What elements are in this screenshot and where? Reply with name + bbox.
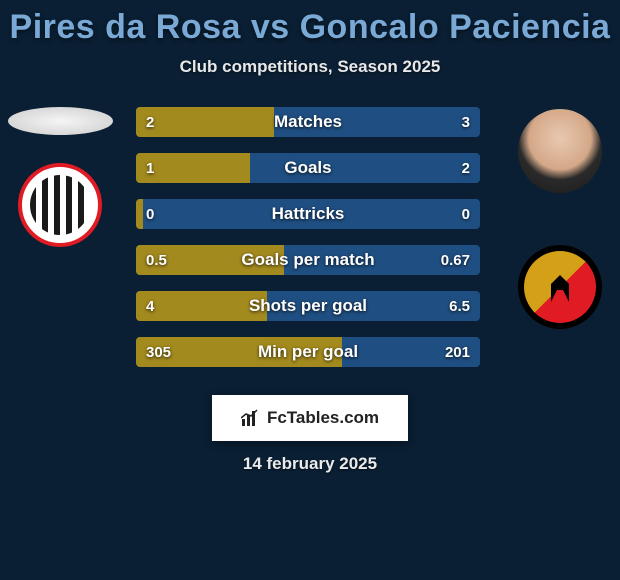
player-left-avatar xyxy=(8,107,113,135)
stat-bars: 23Matches 12Goals 00Hattricks 0.50.67Goals … xyxy=(136,107,480,383)
page-title: Pires da Rosa vs Goncalo Paciencia xyxy=(0,0,620,47)
footer-date: 14 february 2025 xyxy=(0,454,620,474)
club-right-crest xyxy=(518,245,602,329)
club-left-crest xyxy=(18,163,102,247)
stat-row: 0.50.67Goals per match xyxy=(136,245,480,275)
page-subtitle: Club competitions, Season 2025 xyxy=(0,57,620,77)
brand-text: FcTables.com xyxy=(267,408,379,428)
stat-label: Shots per goal xyxy=(136,291,480,321)
stat-label: Goals xyxy=(136,153,480,183)
stat-row: 23Matches xyxy=(136,107,480,137)
stat-row: 12Goals xyxy=(136,153,480,183)
stat-row: 305201Min per goal xyxy=(136,337,480,367)
stat-label: Matches xyxy=(136,107,480,137)
stat-label: Hattricks xyxy=(136,199,480,229)
stat-label: Min per goal xyxy=(136,337,480,367)
stat-row: 00Hattricks xyxy=(136,199,480,229)
chart-icon xyxy=(241,409,261,427)
brand-badge: FcTables.com xyxy=(212,395,408,441)
player-right-avatar xyxy=(518,109,602,193)
stat-label: Goals per match xyxy=(136,245,480,275)
stat-row: 46.5Shots per goal xyxy=(136,291,480,321)
